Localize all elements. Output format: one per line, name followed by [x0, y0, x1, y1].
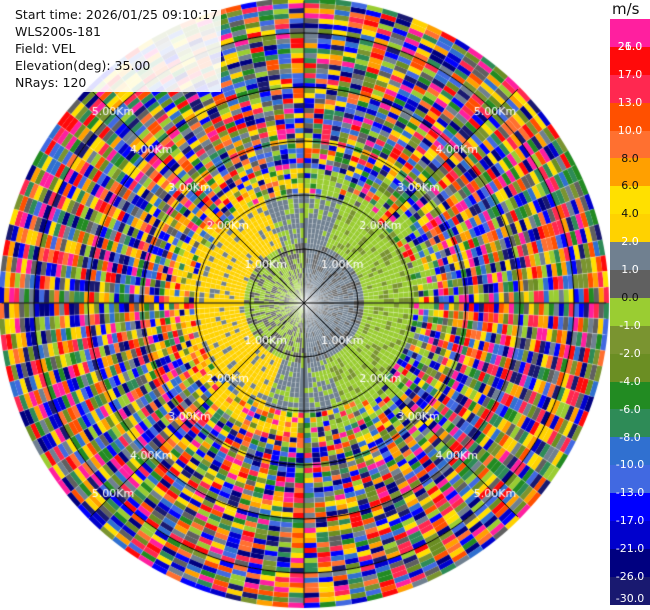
- colorbar-tick-label: -21.0: [615, 542, 645, 556]
- colorbar-segment: [610, 158, 650, 187]
- colorbar-tick-label: -30.0: [615, 592, 645, 605]
- colorbar-tick-label: 2.0: [621, 235, 639, 249]
- colorbar-tick-label: -8.0: [619, 430, 641, 444]
- colorbar-tick-label: -2.0: [619, 346, 641, 360]
- colorbar-segment: [610, 297, 650, 326]
- colorbar-segment: [610, 381, 650, 410]
- info-panel: Start time: 2026/01/25 09:10:17 WLS200s-…: [12, 5, 222, 92]
- nrays-text: NRays: 120: [15, 75, 87, 90]
- colorbar-tick-label: -6.0: [619, 402, 641, 416]
- colorbar-tick-label: -4.0: [619, 374, 641, 388]
- colorbar-tick-label: 8.0: [621, 151, 639, 165]
- colorbar-segment: [610, 102, 650, 131]
- colorbar-tick-label: 13.0: [617, 95, 643, 109]
- instrument-text: WLS200s-181: [15, 24, 101, 39]
- colorbar-tick-label: -17.0: [615, 514, 645, 528]
- colorbar-segment: [610, 46, 650, 75]
- colorbar-tick-label: 0.0: [621, 291, 639, 305]
- colorbar-segment: [610, 74, 650, 103]
- colorbar-tick-label: 4.0: [621, 207, 639, 221]
- start-time-text: Start time: 2026/01/25 09:10:17: [15, 7, 219, 22]
- colorbar-tick-label: 1.0: [621, 263, 639, 277]
- elevation-text: Elevation(deg): 35.00: [15, 58, 151, 73]
- colorbar-tick-label: 6.0: [621, 179, 639, 193]
- colorbar-segment: [610, 548, 650, 577]
- colorbar-segment: [610, 437, 650, 466]
- colorbar-tick-label: -10.0: [615, 458, 645, 472]
- colorbar-tick-label: 21.0: [617, 39, 643, 53]
- colorbar-segment: [610, 325, 650, 354]
- colorbar-segment: [610, 493, 650, 522]
- colorbar-segment: [610, 186, 650, 215]
- colorbar-segment: [610, 214, 650, 243]
- colorbar-segment: [610, 465, 650, 494]
- colorbar-segment: [610, 19, 650, 47]
- colorbar-tick-label: 10.0: [617, 123, 643, 137]
- colorbar-segment: [610, 409, 650, 438]
- field-text: Field: VEL: [15, 41, 76, 56]
- colorbar-segment: [610, 521, 650, 549]
- colorbar-tick-label: -1.0: [619, 318, 641, 332]
- colorbar-segment: [610, 270, 650, 298]
- colorbar: 26.0 21.0 17.0 13.0 10.0 8.0 6.0 4.0 2.0 1.0 0.0 -1…: [610, 19, 650, 605]
- colorbar-segment: [610, 130, 650, 159]
- colorbar-segment: [610, 353, 650, 382]
- colorbar-tick-label: -13.0: [615, 486, 645, 500]
- colorbar-tick-label: 26.0: [617, 39, 643, 53]
- colorbar-segment: [610, 242, 650, 271]
- colorbar-tick-label: 17.0: [617, 67, 643, 81]
- colorbar-segment: [610, 576, 650, 605]
- colorbar-tick-label: -26.0: [615, 570, 645, 584]
- colorbar-unit: m/s: [612, 0, 640, 18]
